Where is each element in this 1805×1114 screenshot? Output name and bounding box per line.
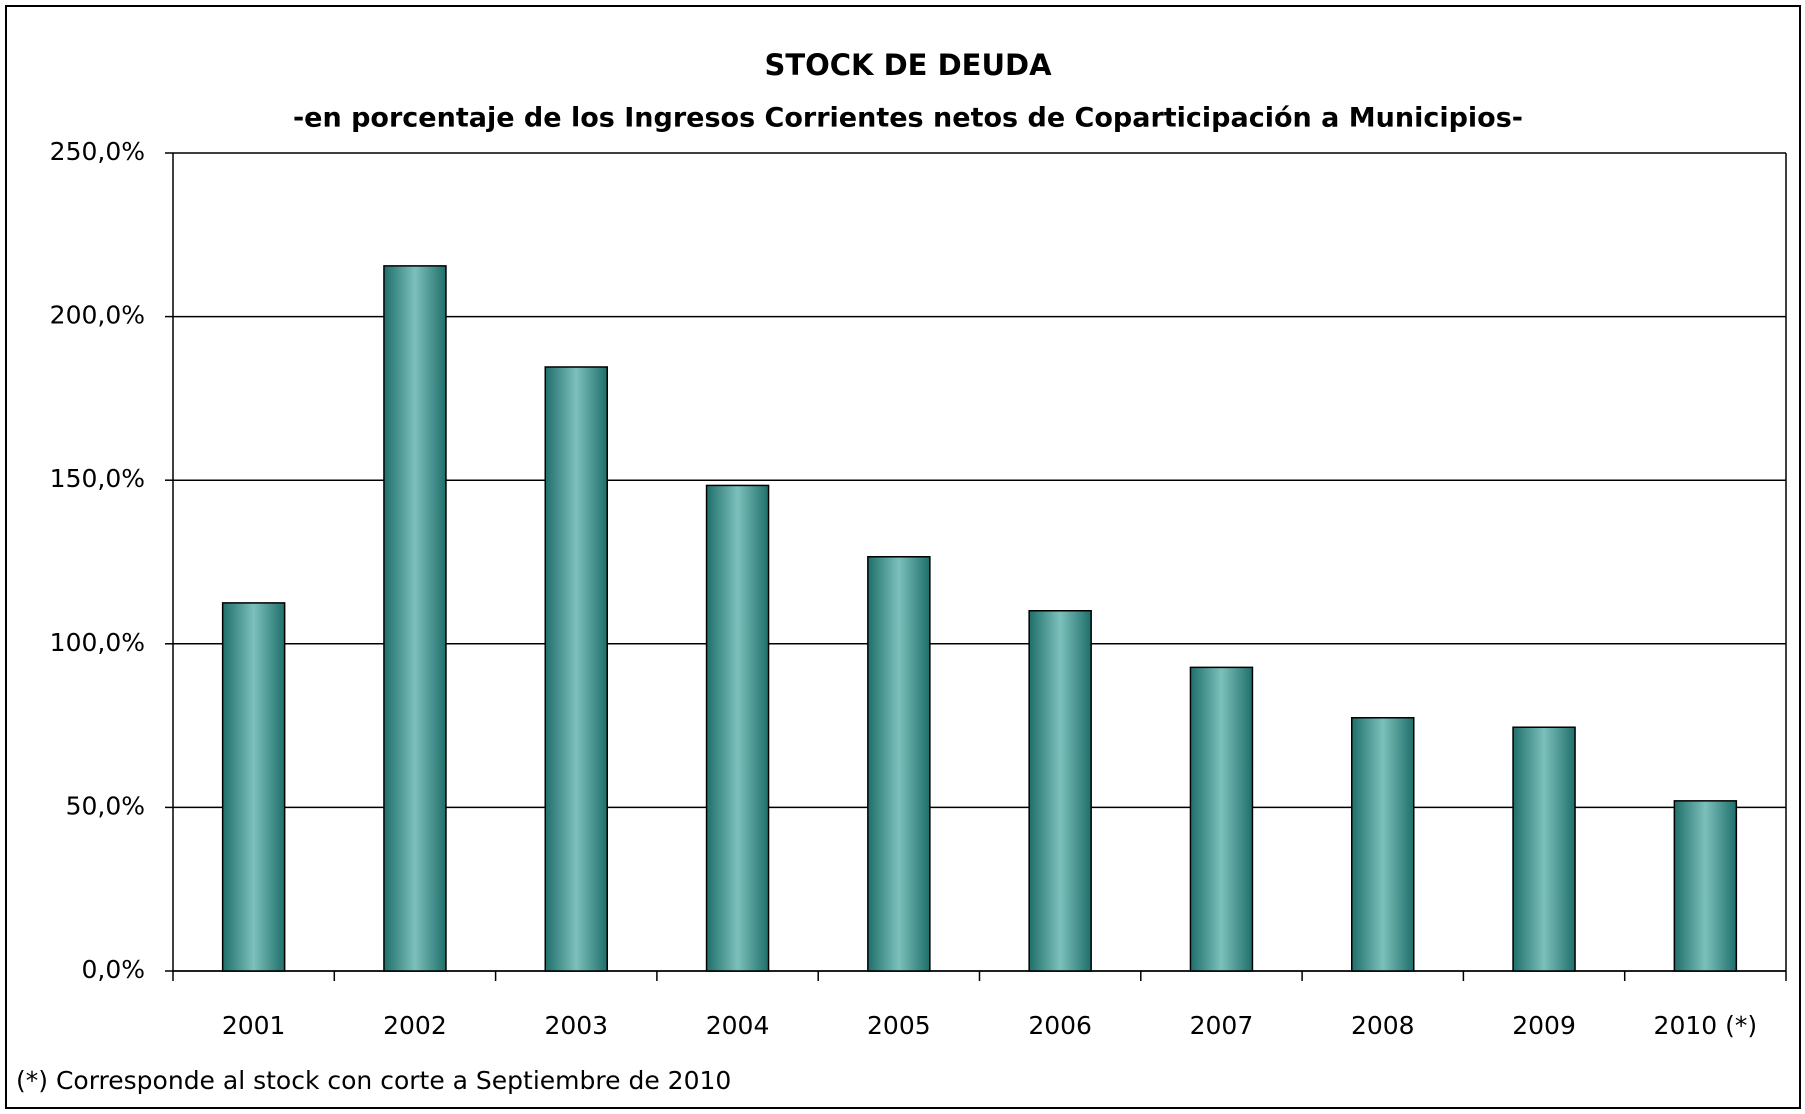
bar <box>867 556 931 972</box>
y-tick-label: 200,0% <box>50 301 145 330</box>
bar <box>1189 666 1254 972</box>
footnote: (*) Corresponde al stock con corte a Sep… <box>16 1066 731 1095</box>
y-tick-label: 50,0% <box>66 791 145 820</box>
x-tick-label: 2002 <box>383 1011 447 1040</box>
bar <box>221 602 286 972</box>
x-tick-label: 2001 <box>222 1011 286 1040</box>
y-tick-label: 0,0% <box>81 955 145 984</box>
x-tick-label: 2004 <box>706 1011 770 1040</box>
x-tick-label: 2006 <box>1028 1011 1092 1040</box>
bar <box>1673 800 1738 972</box>
chart-subtitle: -en porcentaje de los Ingresos Corriente… <box>293 103 1523 134</box>
y-tick-label: 150,0% <box>50 464 145 493</box>
x-tick-label: 2007 <box>1190 1011 1254 1040</box>
bar <box>1351 716 1415 972</box>
bar <box>705 484 770 972</box>
x-tick-label: 2008 <box>1351 1011 1415 1040</box>
x-tick-label: 2003 <box>544 1011 608 1040</box>
bar <box>544 366 608 972</box>
bar <box>1512 726 1576 972</box>
chart-title: STOCK DE DEUDA <box>764 48 1052 82</box>
x-tick-label: 2010 (*) <box>1654 1011 1758 1040</box>
y-tick-label: 250,0% <box>50 137 145 166</box>
x-tick-label: 2005 <box>867 1011 931 1040</box>
y-tick-label: 100,0% <box>50 628 145 657</box>
bar <box>1028 610 1092 972</box>
bar <box>383 265 447 972</box>
x-tick-label: 2009 <box>1512 1011 1576 1040</box>
